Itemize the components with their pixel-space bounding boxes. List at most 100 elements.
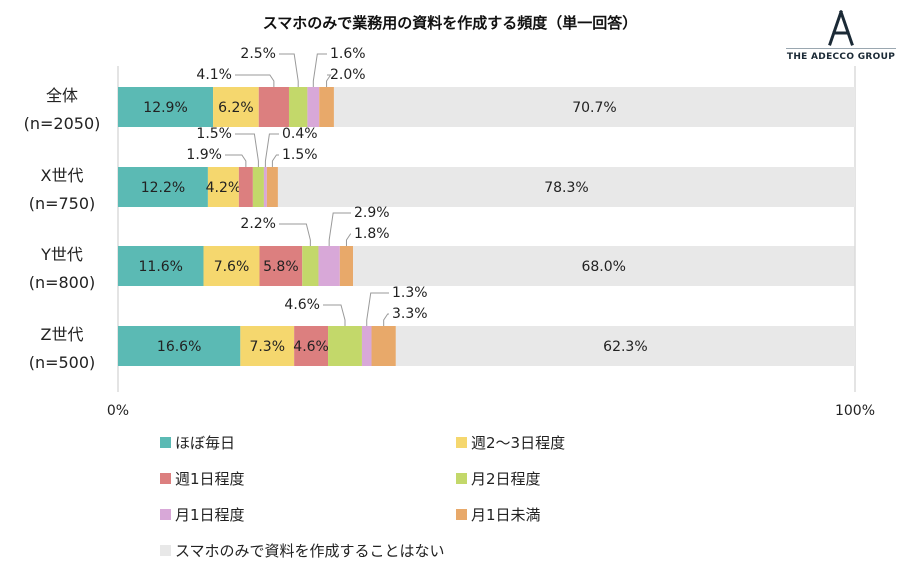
bar-segment	[353, 246, 855, 286]
data-label: 4.2%	[206, 180, 242, 196]
data-label: 1.5%	[282, 147, 318, 163]
callout-leader	[235, 133, 259, 167]
bar-segment	[213, 87, 259, 127]
data-label: 2.0%	[330, 67, 366, 83]
legend-label: 月1日未満	[471, 506, 541, 524]
data-label: 4.1%	[196, 67, 232, 83]
bar-segment	[333, 87, 855, 127]
callout-leader	[366, 292, 389, 326]
legend-swatch	[456, 473, 467, 484]
data-label: 3.3%	[392, 306, 428, 322]
category-label: Z世代	[41, 325, 84, 344]
data-label: 16.6%	[157, 339, 201, 355]
adecco-a-icon	[828, 10, 854, 46]
category-sublabel: (n=2050)	[24, 114, 101, 133]
data-label: 4.6%	[293, 339, 329, 355]
callout-leader	[345, 233, 351, 246]
bar-segment	[118, 246, 204, 286]
category-label: X世代	[41, 166, 84, 185]
legend-swatch	[160, 509, 171, 520]
data-label: 1.8%	[354, 226, 390, 242]
x-tick-label: 0%	[107, 403, 129, 419]
bar-segment	[118, 87, 214, 127]
legend-item: スマホのみで資料を作成することはない	[160, 540, 445, 561]
data-label: 12.9%	[143, 100, 187, 116]
callout-leader	[279, 223, 311, 246]
legend-swatch	[160, 545, 171, 556]
bar-segment	[307, 87, 320, 127]
bar-segment	[263, 167, 267, 207]
bar-segment	[371, 326, 396, 366]
category-sublabel: (n=750)	[29, 194, 96, 213]
legend-label: 週1日程度	[175, 470, 245, 488]
callout-leader	[323, 304, 346, 326]
data-label: 7.6%	[214, 259, 250, 275]
data-label: 2.9%	[354, 205, 390, 221]
callout-leader	[279, 53, 299, 87]
callout-leader	[326, 74, 332, 87]
data-label: 5.8%	[263, 259, 299, 275]
data-label: 2.2%	[240, 216, 276, 232]
bar-segment	[318, 246, 340, 286]
bar-segment	[259, 246, 303, 286]
bar-segment	[207, 167, 239, 207]
data-label: 0.4%	[282, 126, 318, 142]
legend-swatch	[456, 509, 467, 520]
data-label: 12.2%	[141, 180, 185, 196]
brand-logo: THE ADECCO GROUP	[782, 8, 900, 68]
legend-item: 月1日未満	[456, 504, 541, 525]
legend-item: ほぼ毎日	[160, 432, 235, 453]
bar-segment	[252, 167, 264, 207]
stacked-bar-chart: 全体 (n=2050) X世代 (n=750) Y世代 (n=800) Z世代 (n=500)…	[24, 46, 875, 419]
bar-segment	[258, 87, 289, 127]
data-label: 4.6%	[284, 297, 320, 313]
data-label: 1.3%	[392, 285, 428, 301]
legend-swatch	[456, 437, 467, 448]
data-label: 1.9%	[186, 147, 222, 163]
legend-label: スマホのみで資料を作成することはない	[175, 542, 445, 560]
chart-title: スマホのみで業務用の資料を作成する頻度（単一回答）	[262, 14, 638, 32]
brand-name: THE ADECCO GROUP	[786, 52, 896, 62]
legend-item: 月1日程度	[160, 504, 245, 525]
bar-segment	[203, 246, 260, 286]
data-label: 62.3%	[603, 339, 647, 355]
brand-divider	[786, 48, 896, 49]
bar-segment	[238, 167, 253, 207]
callout-leader	[235, 74, 275, 87]
callout-leader	[312, 53, 327, 87]
x-tick-label: 100%	[835, 403, 875, 419]
callout-leader	[264, 133, 279, 167]
data-label: 68.0%	[581, 259, 625, 275]
callout-leader	[225, 154, 247, 167]
callout-leader	[271, 154, 279, 167]
data-label: 1.5%	[196, 126, 232, 142]
legend-label: 週2～3日程度	[471, 434, 566, 452]
legend-swatch	[160, 473, 171, 484]
category-label: 全体	[46, 86, 78, 105]
bar-segment	[339, 246, 354, 286]
legend-item: 週1日程度	[160, 468, 245, 489]
legend-label: ほぼ毎日	[175, 434, 236, 452]
bar-segment	[395, 326, 855, 366]
category-sublabel: (n=800)	[29, 273, 96, 292]
legend-item: 週2～3日程度	[456, 432, 565, 453]
category-label: Y世代	[40, 245, 83, 264]
bar-segment	[319, 87, 334, 127]
bar-segment	[294, 326, 329, 366]
legend-label: 月2日程度	[471, 470, 541, 488]
data-label: 6.2%	[218, 100, 254, 116]
category-sublabel: (n=500)	[29, 353, 96, 372]
bar-segment	[118, 326, 241, 366]
bar-segment	[288, 87, 308, 127]
callout-leader	[383, 313, 389, 326]
bar-segment	[240, 326, 295, 366]
bar-segment	[266, 167, 278, 207]
bar-segment	[277, 167, 856, 207]
bar-segment	[328, 326, 362, 366]
legend-item: 月2日程度	[456, 468, 541, 489]
data-label: 1.6%	[330, 46, 366, 62]
data-label: 70.7%	[572, 100, 616, 116]
data-label: 11.6%	[139, 259, 183, 275]
data-label: 7.3%	[249, 339, 285, 355]
bar-segment	[118, 167, 208, 207]
